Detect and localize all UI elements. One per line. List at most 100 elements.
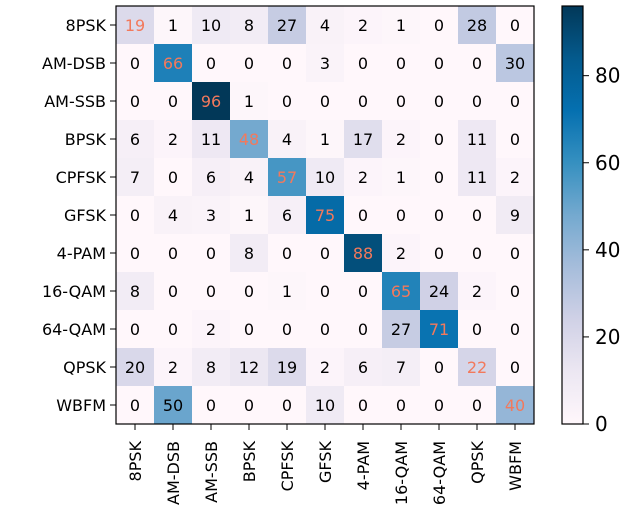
x-axis: 8PSK AM-DSB AM-SSB BPSK CPFSK GFSK 4-PAM 16-QAM…: [126, 424, 525, 505]
heatmap-cell: [420, 272, 459, 311]
cell-value-label: 9: [510, 206, 520, 225]
heatmap-cell: [382, 44, 421, 83]
cell-value-label: 4: [168, 206, 178, 225]
heatmap-cell: [496, 44, 535, 83]
heatmap-cell: [268, 82, 307, 121]
heatmap-cell: [268, 44, 307, 83]
x-tick-label: 16-QAM: [392, 441, 411, 505]
heatmap-cell: [306, 386, 345, 425]
heatmap-cell: [192, 44, 231, 83]
cell-value-label: 0: [168, 92, 178, 111]
colorbar-tick-label: 20: [595, 325, 620, 349]
heatmap-cell: [192, 120, 231, 159]
cell-value-label: 48: [239, 130, 259, 149]
heatmap-cell: [192, 158, 231, 197]
heatmap-cell: [344, 82, 383, 121]
cell-value-label: 2: [206, 320, 216, 339]
heatmap-cell: [458, 348, 497, 387]
cell-value-label: 0: [472, 244, 482, 263]
cell-value-label: 0: [510, 358, 520, 377]
cell-value-label: 75: [315, 206, 335, 225]
heatmap-cell: [382, 82, 421, 121]
heatmap-cell: [192, 348, 231, 387]
y-tick-label: WBFM: [56, 396, 106, 415]
cell-value-label: 2: [168, 358, 178, 377]
heatmap-cell: [268, 120, 307, 159]
cell-value-label: 19: [125, 16, 145, 35]
heatmap-cell: [306, 348, 345, 387]
cell-value-label: 0: [358, 54, 368, 73]
heatmap-cell: [306, 272, 345, 311]
cell-value-label: 27: [391, 320, 411, 339]
cell-value-label: 0: [434, 244, 444, 263]
cell-value-label: 6: [206, 168, 216, 187]
cell-value-label: 0: [168, 320, 178, 339]
cell-value-label: 1: [282, 282, 292, 301]
heatmap-cell: [230, 348, 269, 387]
x-tick-label: AM-DSB: [164, 441, 183, 505]
x-tick-label: 64-QAM: [430, 441, 449, 505]
cell-value-label: 0: [168, 244, 178, 263]
cell-value-label: 88: [353, 244, 373, 263]
cell-value-label: 1: [396, 168, 406, 187]
cell-value-label: 28: [467, 16, 487, 35]
heatmap-cells: [116, 6, 535, 425]
cell-value-label: 0: [396, 206, 406, 225]
cell-value-label: 0: [358, 92, 368, 111]
heatmap-cell: [230, 6, 269, 45]
cell-value-label: 0: [434, 396, 444, 415]
cell-value-label: 0: [396, 92, 406, 111]
cell-value-label: 0: [206, 54, 216, 73]
heatmap-cell: [116, 348, 155, 387]
cell-value-label: 0: [510, 320, 520, 339]
cell-value-label: 96: [201, 92, 221, 111]
cell-value-label: 1: [396, 16, 406, 35]
cell-value-label: 27: [277, 16, 297, 35]
cell-value-label: 2: [472, 282, 482, 301]
colorbar-tick-label: 60: [595, 151, 620, 175]
heatmap-cell: [154, 120, 193, 159]
heatmap-cell: [154, 82, 193, 121]
heatmap-cell: [458, 120, 497, 159]
cell-value-label: 6: [282, 206, 292, 225]
cell-value-label: 11: [201, 130, 221, 149]
heatmap-cell: [306, 310, 345, 349]
heatmap-cell: [306, 120, 345, 159]
cell-value-label: 3: [206, 206, 216, 225]
heatmap-cell: [420, 120, 459, 159]
heatmap-cell: [420, 310, 459, 349]
heatmap-cell: [268, 272, 307, 311]
x-tick-label: 4-PAM: [354, 441, 373, 490]
cell-value-label: 40: [505, 396, 525, 415]
heatmap-cell: [382, 272, 421, 311]
heatmap-cell: [116, 196, 155, 235]
cell-value-label: 0: [130, 206, 140, 225]
heatmap-cell: [230, 82, 269, 121]
cell-value-label: 0: [130, 54, 140, 73]
heatmap-cell: [116, 234, 155, 273]
y-axis: 8PSK AM-DSB AM-SSB BPSK CPFSK GFSK 4-PAM 16-QAM…: [42, 16, 116, 415]
heatmap-cell: [154, 272, 193, 311]
cell-value-label: 10: [315, 168, 335, 187]
cell-value-label: 0: [130, 244, 140, 263]
cell-value-label: 0: [510, 92, 520, 111]
heatmap-cell: [382, 234, 421, 273]
cell-value-label: 0: [244, 282, 254, 301]
heatmap-cell: [192, 82, 231, 121]
heatmap-cell: [116, 272, 155, 311]
cell-value-label: 12: [239, 358, 259, 377]
heatmap-cell: [420, 196, 459, 235]
heatmap-cell: [382, 196, 421, 235]
heatmap-cell: [420, 234, 459, 273]
cell-value-label: 0: [472, 396, 482, 415]
heatmap-cell-labels: 19 1 10 8 27 4 2 1 0 28 00 66 0 0 0 3 0 0 0 0 300 0 96 1 0 0 0 0 0 0 0…: [125, 16, 525, 415]
cell-value-label: 1: [168, 16, 178, 35]
cell-value-label: 0: [282, 92, 292, 111]
cell-value-label: 0: [472, 320, 482, 339]
cell-value-label: 0: [282, 54, 292, 73]
cell-value-label: 0: [510, 16, 520, 35]
cell-value-label: 0: [244, 54, 254, 73]
heatmap-cell: [230, 158, 269, 197]
x-tick-label: GFSK: [316, 440, 335, 482]
